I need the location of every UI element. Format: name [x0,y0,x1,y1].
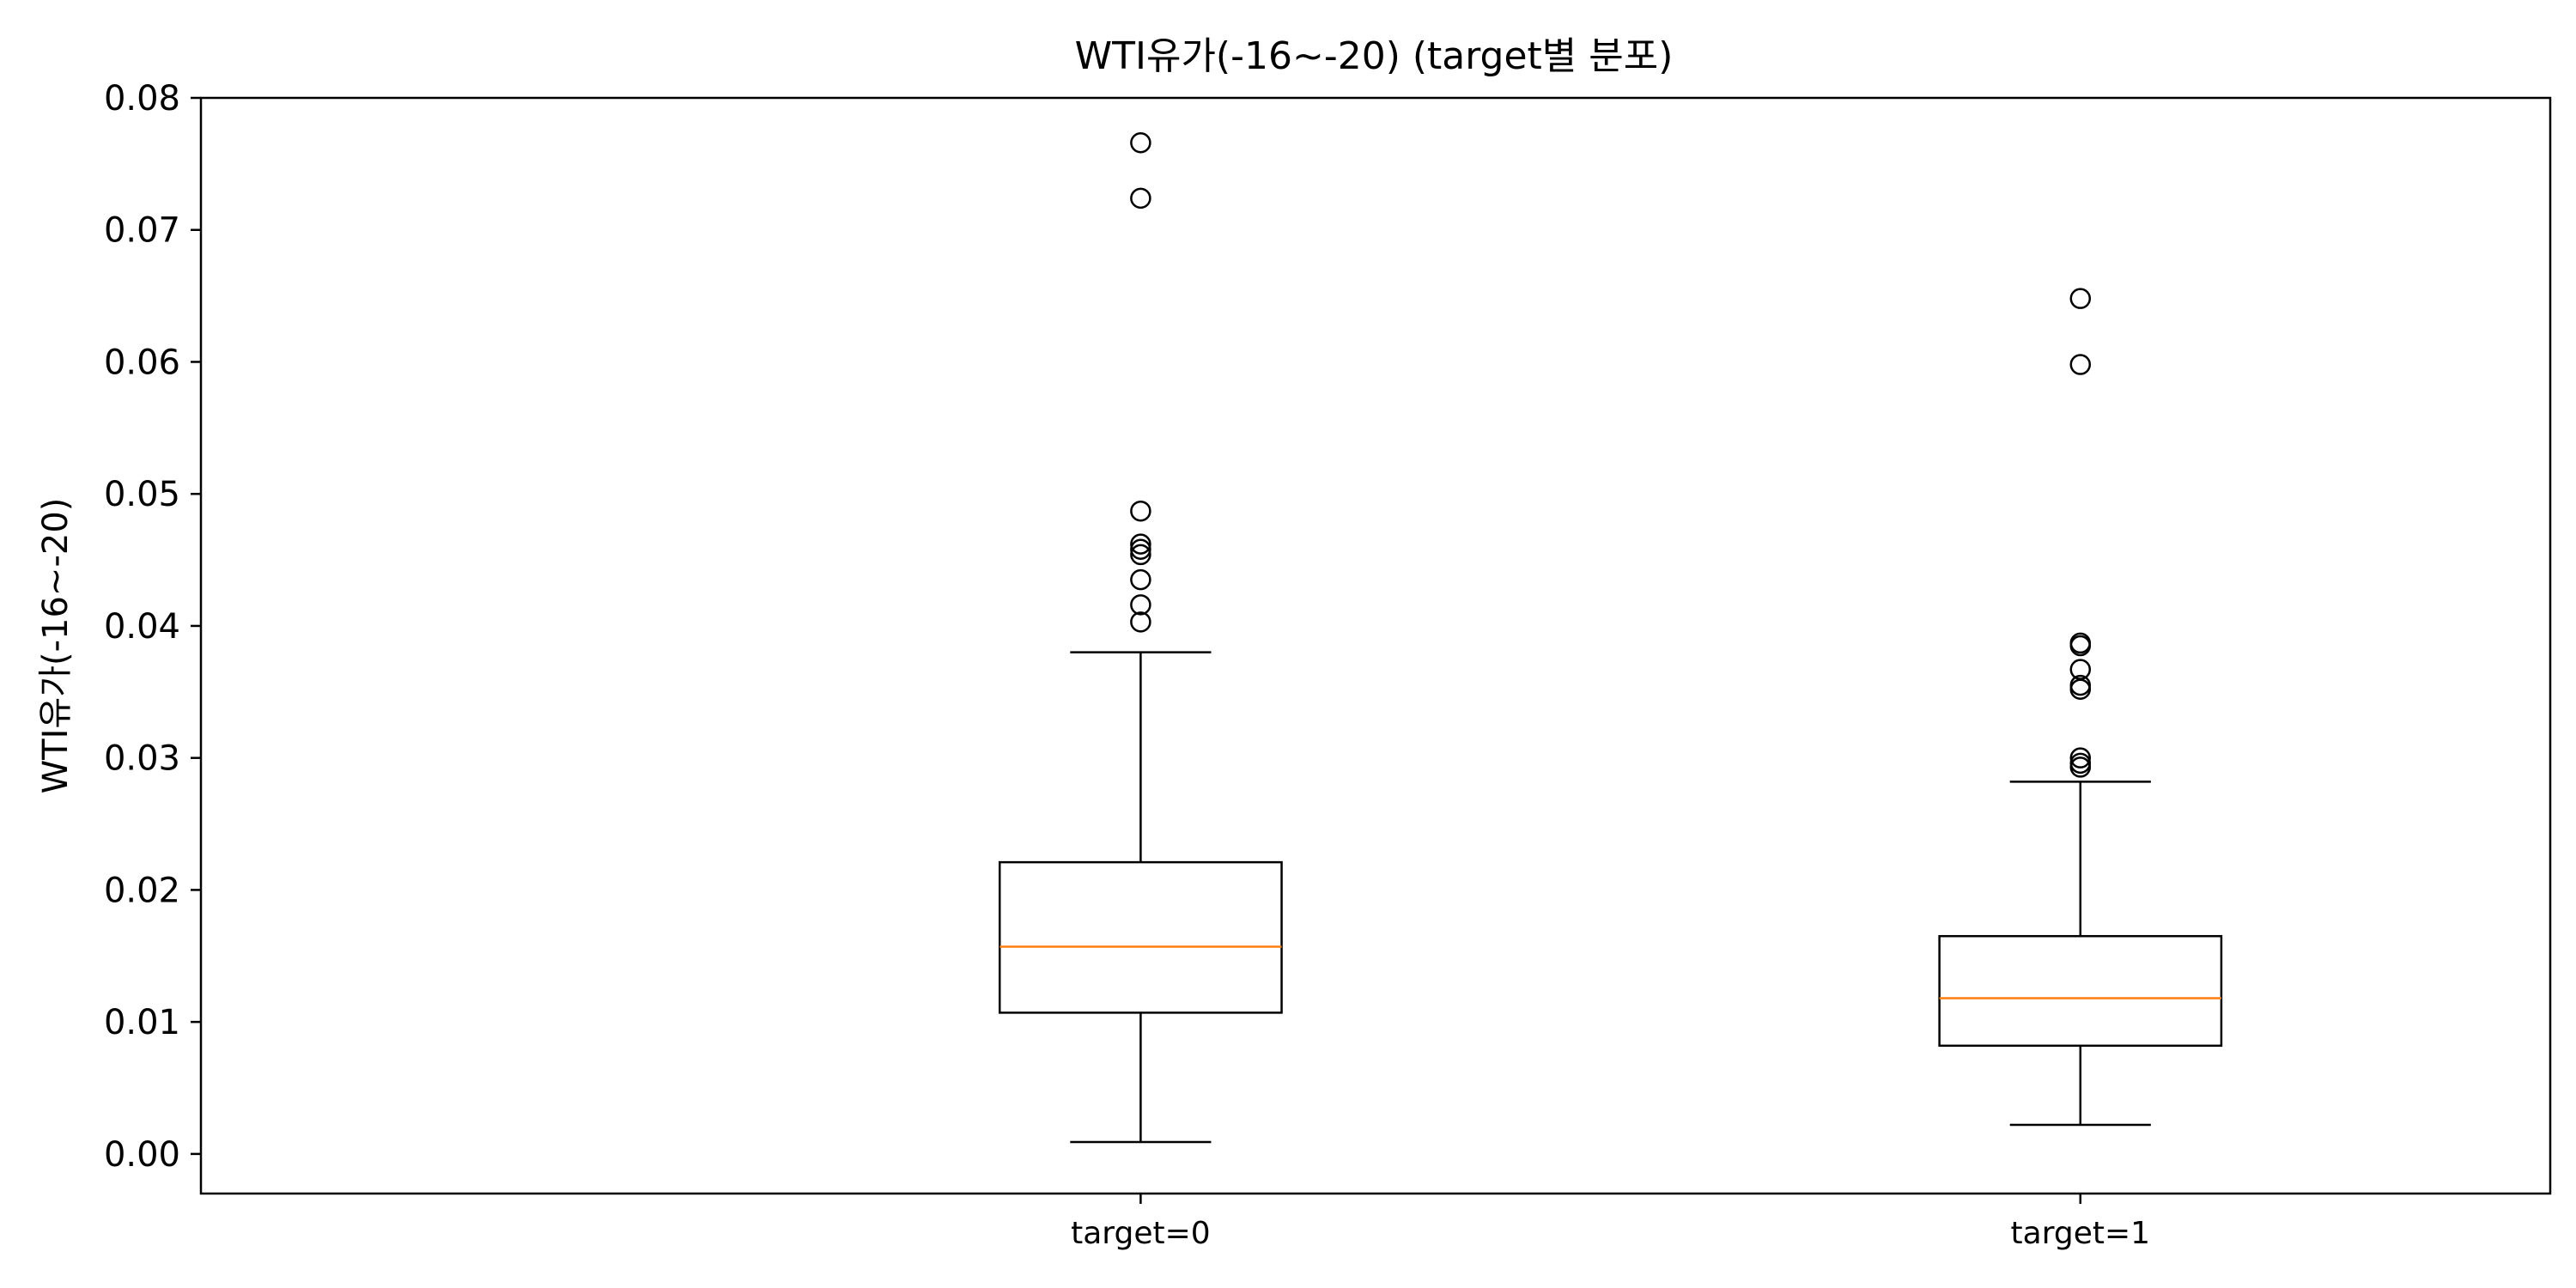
x-axis: target=0 target=1 [1071,1194,2150,1251]
iqr-box [1938,934,2223,1048]
outlier-point [1130,187,1151,210]
outlier-point [2069,288,2092,309]
outlier-point [1130,544,1151,566]
outlier-point [1130,611,1151,633]
outlier-point [2069,747,2092,769]
box-group-target-0 [998,132,1283,1144]
outlier-point [1130,538,1151,561]
y-tick-label: 0.01 [104,1003,180,1042]
y-tick-label: 0.08 [104,79,180,118]
outlier-point [2069,678,2092,700]
plot-area [998,132,2223,1144]
outlier-point [1130,568,1151,591]
outlier-point [1130,132,1151,154]
x-tick-label: target=1 [2011,1216,2151,1251]
iqr-box [998,860,1283,1014]
outlier-point [2069,752,2092,775]
chart-title: WTI유가(-16~-20) (target별 분포) [1075,34,1674,78]
y-axis: 0.00 0.01 0.02 0.03 0.04 0.05 0.06 0.07 0.08 [104,79,201,1175]
y-tick-label: 0.02 [104,871,180,910]
y-tick-label: 0.05 [104,475,180,514]
x-tick-label: target=0 [1071,1216,1211,1251]
y-tick-label: 0.07 [104,211,180,251]
y-tick-label: 0.00 [104,1135,180,1175]
outlier-point [2069,354,2092,375]
outlier-point [1130,594,1151,616]
outlier-point [2069,659,2092,680]
y-tick-label: 0.03 [104,739,180,779]
outlier-point [1130,500,1151,522]
axes-frame [199,96,2552,1195]
outlier-point [2069,674,2092,696]
outlier-point [2069,632,2092,654]
y-tick-label: 0.06 [104,343,180,382]
outlier-point [1130,533,1151,555]
box-group-target-1 [1938,288,2223,1127]
y-axis-label: WTI유가(-16~-20) [36,498,76,794]
y-tick-label: 0.04 [104,607,180,647]
